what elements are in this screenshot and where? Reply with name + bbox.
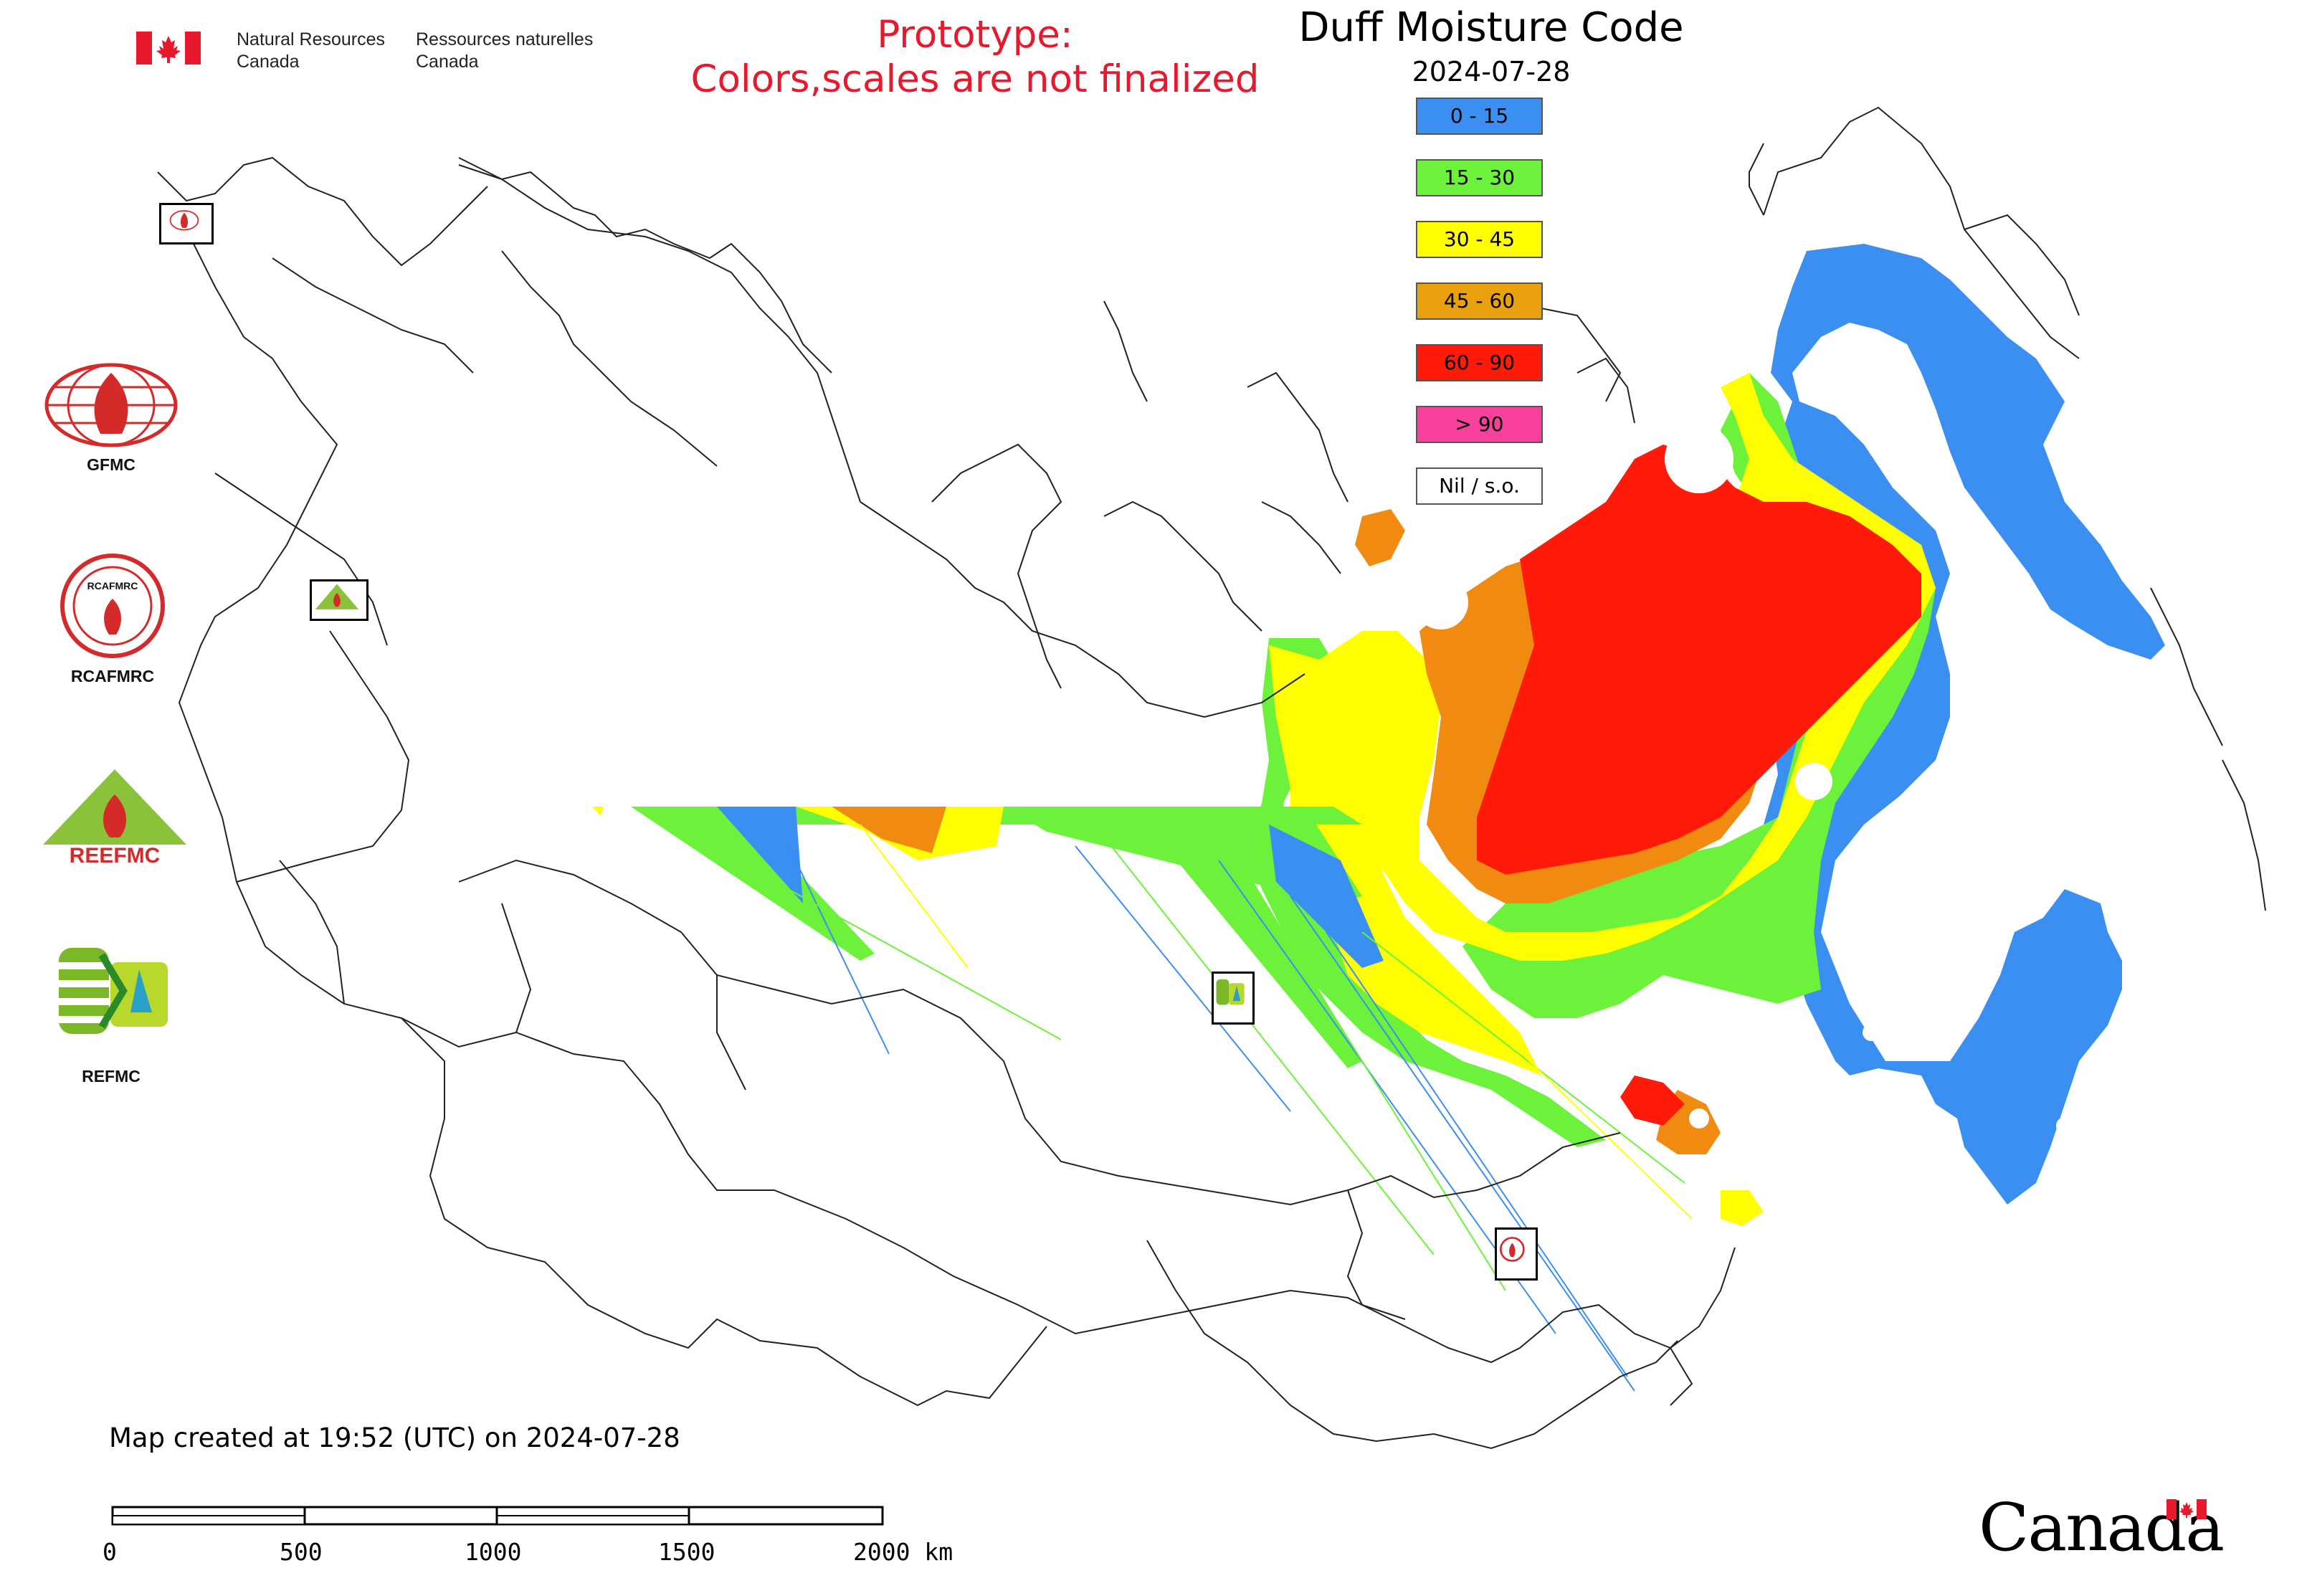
rcafmrc-map-badge [1495, 1227, 1538, 1281]
map-title: Duff Moisture Code [1298, 4, 1684, 51]
map-created-note: Map created at 19:52 (UTC) on 2024-07-28 [109, 1422, 680, 1453]
canada-wordmark: Canada [1979, 1495, 2225, 1561]
reefmc-map-badge [310, 579, 368, 621]
rcafmrc-label: RCAFMRC [70, 667, 155, 685]
prototype-notice: Prototype: Colors,scales are not finaliz… [690, 13, 1260, 101]
refmc-badge-icon [1216, 979, 1245, 1005]
dmc-streaks [592, 807, 1693, 1392]
legend-item-30-45: 30 - 45 [1416, 221, 1543, 258]
refmc-label: REFMC [82, 1067, 141, 1086]
dmc-zone-30-45 [1269, 645, 1541, 1075]
dmc-zone-60-90 [1477, 445, 1921, 875]
scale-tick-2000-km: 2000 km [853, 1538, 953, 1566]
legend-item-60-90: 60 - 90 [1416, 344, 1543, 381]
gfmc-badge-icon [169, 210, 199, 231]
scale-tick-1500: 1500 [658, 1538, 715, 1566]
nil-void [1863, 1024, 1880, 1041]
legend-item-15-30: 15 - 30 [1416, 159, 1543, 196]
dmc-zone-45-60 [1355, 509, 1405, 566]
rcafmrc-seal-icon: RCAFMRC [60, 554, 165, 658]
nil-void [1414, 575, 1468, 630]
legend-item-over-90: > 90 [1416, 406, 1543, 443]
scale-tick-1000: 1000 [465, 1538, 522, 1566]
nrcan-name-fr: Ressources naturelles Canada [416, 29, 594, 72]
scale-tick-500: 500 [280, 1538, 323, 1566]
svg-text:RCAFMRC: RCAFMRC [87, 580, 138, 592]
legend-item-nil: Nil / s.o. [1416, 467, 1543, 505]
dmc-zone-60-90 [1620, 1075, 1685, 1126]
map-date: 2024-07-28 [1412, 56, 1571, 87]
dmc-raster [1247, 244, 2165, 1226]
refmc-map-badge [1212, 972, 1255, 1025]
dmc-zone-30-45 [1721, 1190, 1764, 1226]
nrcan-signature: Natural Resources Canada Ressources natur… [136, 26, 624, 76]
svg-text:REEFMC: REEFMC [70, 844, 161, 866]
reefmc-triangle-icon: REEFMC [43, 769, 186, 866]
nil-void [1689, 1108, 1709, 1129]
legend-item-0-15: 0 - 15 [1416, 98, 1543, 135]
dmc-zone-0-15 [1742, 244, 2165, 1205]
nil-void [1918, 951, 1939, 971]
reefmc-badge-icon [315, 584, 359, 609]
scale-bar [111, 1506, 884, 1526]
canada-wordmark-flag-icon [2167, 1499, 2207, 1519]
nrcan-name-en: Natural Resources Canada [237, 29, 386, 72]
scale-tick-0: 0 [103, 1538, 117, 1566]
nil-void [2056, 1117, 2073, 1134]
legend-item-45-60: 45 - 60 [1416, 282, 1543, 320]
rcafmrc-badge-icon [1500, 1237, 1525, 1262]
canada-flag-icon [136, 32, 201, 65]
gfmc-globe-icon [44, 363, 178, 447]
nil-void [1795, 763, 1832, 800]
refmc-sigma-icon [59, 948, 168, 1034]
gfmc-label: GFMC [87, 455, 135, 474]
boundaries [157, 106, 2266, 1450]
nil-void [1665, 424, 1733, 493]
gfmc-map-badge [159, 203, 214, 244]
